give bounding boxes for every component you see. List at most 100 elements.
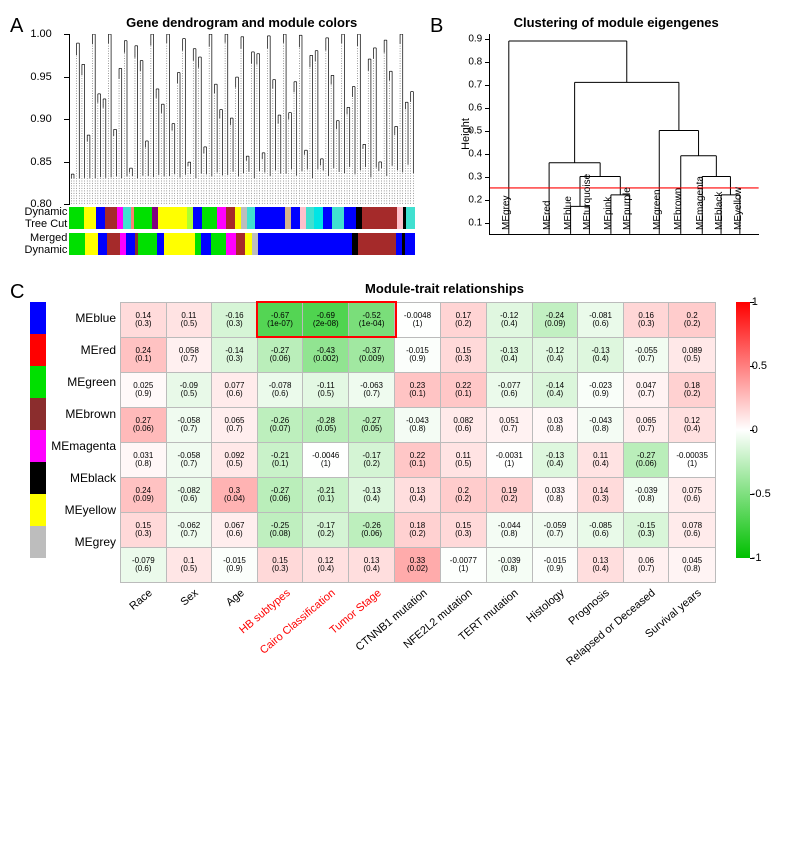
legend-gradient: [736, 302, 750, 558]
heatmap-cell: 0.058(0.7): [166, 338, 212, 373]
heatmap-row-label: MEgrey: [54, 526, 116, 558]
dendro-b-leaf: MEpink: [603, 197, 614, 230]
dendro-b-leaf: MEturquoise: [582, 174, 593, 230]
heatmap-cell: -0.077(0.6): [486, 373, 532, 408]
heatmap-row-color: [30, 398, 46, 430]
heatmap-cell: -0.17(0.2): [349, 443, 395, 478]
heatmap-cell: 0.033(0.8): [532, 478, 578, 513]
dendrogram-a: 0.800.850.900.951.00: [69, 34, 415, 204]
panel-b-label: B: [430, 15, 443, 38]
heatmap-cell: 0.22(0.1): [395, 443, 441, 478]
dendro-b-leaf: MEyellow: [733, 187, 744, 230]
dendro-a-ylabel: 0.95: [30, 71, 51, 83]
heatmap-cell: -0.081(0.6): [578, 303, 624, 338]
panel-a: A Gene dendrogram and module colors 0.80…: [10, 15, 430, 256]
heatmap-row-label: MEyellow: [54, 494, 116, 526]
heatmap-cell: -0.15(0.3): [623, 513, 669, 548]
dendro-b-leaf: MEpurple: [622, 187, 633, 230]
heatmap-cell: 0.23(0.1): [395, 373, 441, 408]
heatmap-cell: -0.079(0.6): [121, 548, 167, 583]
panel-c-title: Module-trait relationships: [100, 281, 789, 296]
dendro-a-ylabel: 0.80: [30, 198, 51, 210]
dendro-b-ylabel: 0.3: [468, 171, 482, 182]
heatmap-cell: -0.16(0.3): [212, 303, 258, 338]
heatmap-cell: 0.031(0.8): [121, 443, 167, 478]
heatmap-cell: -0.0048(1): [395, 303, 441, 338]
heatmap-cell: -0.14(0.3): [212, 338, 258, 373]
heatmap-cell: -0.023(0.9): [578, 373, 624, 408]
legend-tick: 0.5: [752, 360, 767, 372]
legend-tick: -1: [752, 552, 762, 564]
heatmap-cell: -0.12(0.4): [486, 303, 532, 338]
dendro-b-ylabel: 0.6: [468, 102, 482, 113]
heatmap-cell: 0.18(0.2): [669, 373, 715, 408]
heatmap-cell: -0.52(1e-04): [349, 303, 395, 338]
dendro-b-ylabel: 0.7: [468, 79, 482, 90]
heatmap-row-color: [30, 462, 46, 494]
heatmap-cell: -0.082(0.6): [166, 478, 212, 513]
heatmap-cell: -0.085(0.6): [578, 513, 624, 548]
heatmap-cell: 0.3(0.04): [212, 478, 258, 513]
heatmap-cell: -0.69(2e-08): [303, 303, 349, 338]
heatmap-cell: 0.22(0.1): [440, 373, 486, 408]
heatmap-cell: 0.11(0.4): [578, 443, 624, 478]
panel-b-title: Clustering of module eigengenes: [443, 15, 789, 30]
heatmap-cell: 0.12(0.4): [303, 548, 349, 583]
heatmap-col-label: Prognosis: [567, 587, 612, 628]
heatmap-cell: -0.27(0.05): [349, 408, 395, 443]
heatmap-cell: 0.12(0.4): [669, 408, 715, 443]
module-colorbar: [69, 207, 415, 229]
heatmap-cell: -0.27(0.06): [257, 338, 303, 373]
heatmap-cell: 0.06(0.7): [623, 548, 669, 583]
heatmap-cell: 0.065(0.7): [212, 408, 258, 443]
heatmap-cell: -0.21(0.1): [257, 443, 303, 478]
dendro-b-ylabel: 0.5: [468, 125, 482, 136]
heatmap-cell: -0.17(0.2): [303, 513, 349, 548]
heatmap-cell: -0.044(0.8): [486, 513, 532, 548]
heatmap-cell: -0.14(0.4): [532, 373, 578, 408]
dendro-a-ylabel: 0.85: [30, 156, 51, 168]
heatmap-cell: 0.051(0.7): [486, 408, 532, 443]
heatmap-cell: -0.062(0.7): [166, 513, 212, 548]
heatmap-cell: -0.015(0.9): [212, 548, 258, 583]
heatmap-cell: -0.058(0.7): [166, 408, 212, 443]
heatmap-cell: 0.089(0.5): [669, 338, 715, 373]
heatmap-row-color: [30, 366, 46, 398]
heatmap-cell: -0.09(0.5): [166, 373, 212, 408]
heatmap-cell: 0.14(0.3): [578, 478, 624, 513]
heatmap-cell: 0.03(0.8): [532, 408, 578, 443]
heatmap-cell: 0.2(0.2): [669, 303, 715, 338]
dendro-b-ylabel: 0.9: [468, 33, 482, 44]
heatmap-row-colors: [30, 302, 46, 583]
heatmap-cell: -0.059(0.7): [532, 513, 578, 548]
heatmap-cell: -0.37(0.009): [349, 338, 395, 373]
dendro-b-leaf: MEblue: [563, 196, 574, 230]
heatmap-cell: 0.065(0.7): [623, 408, 669, 443]
heatmap-cell: 0.067(0.6): [212, 513, 258, 548]
heatmap-cell: -0.055(0.7): [623, 338, 669, 373]
heatmap-cell: 0.33(0.02): [395, 548, 441, 583]
heatmap-cell: -0.13(0.4): [486, 338, 532, 373]
heatmap-cell: -0.11(0.5): [303, 373, 349, 408]
heatmap-cell: 0.17(0.2): [440, 303, 486, 338]
heatmap-cell: -0.43(0.002): [303, 338, 349, 373]
panel-a-title: Gene dendrogram and module colors: [53, 15, 430, 30]
heatmap-cell: -0.043(0.8): [395, 408, 441, 443]
heatmap-cell: 0.27(0.06): [121, 408, 167, 443]
heatmap-cell: 0.15(0.3): [440, 513, 486, 548]
heatmap-cell: -0.13(0.4): [532, 443, 578, 478]
heatmap-row-label: MEblack: [54, 462, 116, 494]
heatmap-cell: 0.13(0.4): [578, 548, 624, 583]
heatmap-cell: 0.15(0.3): [440, 338, 486, 373]
heatmap-row-label: MEgreen: [54, 366, 116, 398]
heatmap-row-color: [30, 302, 46, 334]
heatmap-row-label: MEred: [54, 334, 116, 366]
heatmap-cell: -0.24(0.09): [532, 303, 578, 338]
heatmap-cell: -0.25(0.08): [257, 513, 303, 548]
heatmap-cell: -0.058(0.7): [166, 443, 212, 478]
heatmap-cell: 0.1(0.5): [166, 548, 212, 583]
heatmap-col-labels: RaceSexAgeHB subtypesCairo Classificatio…: [120, 583, 789, 688]
heatmap-cell: 0.045(0.8): [669, 548, 715, 583]
legend-tick: -0.5: [752, 488, 771, 500]
dendro-b-leaf: MEmagenta: [695, 176, 706, 230]
